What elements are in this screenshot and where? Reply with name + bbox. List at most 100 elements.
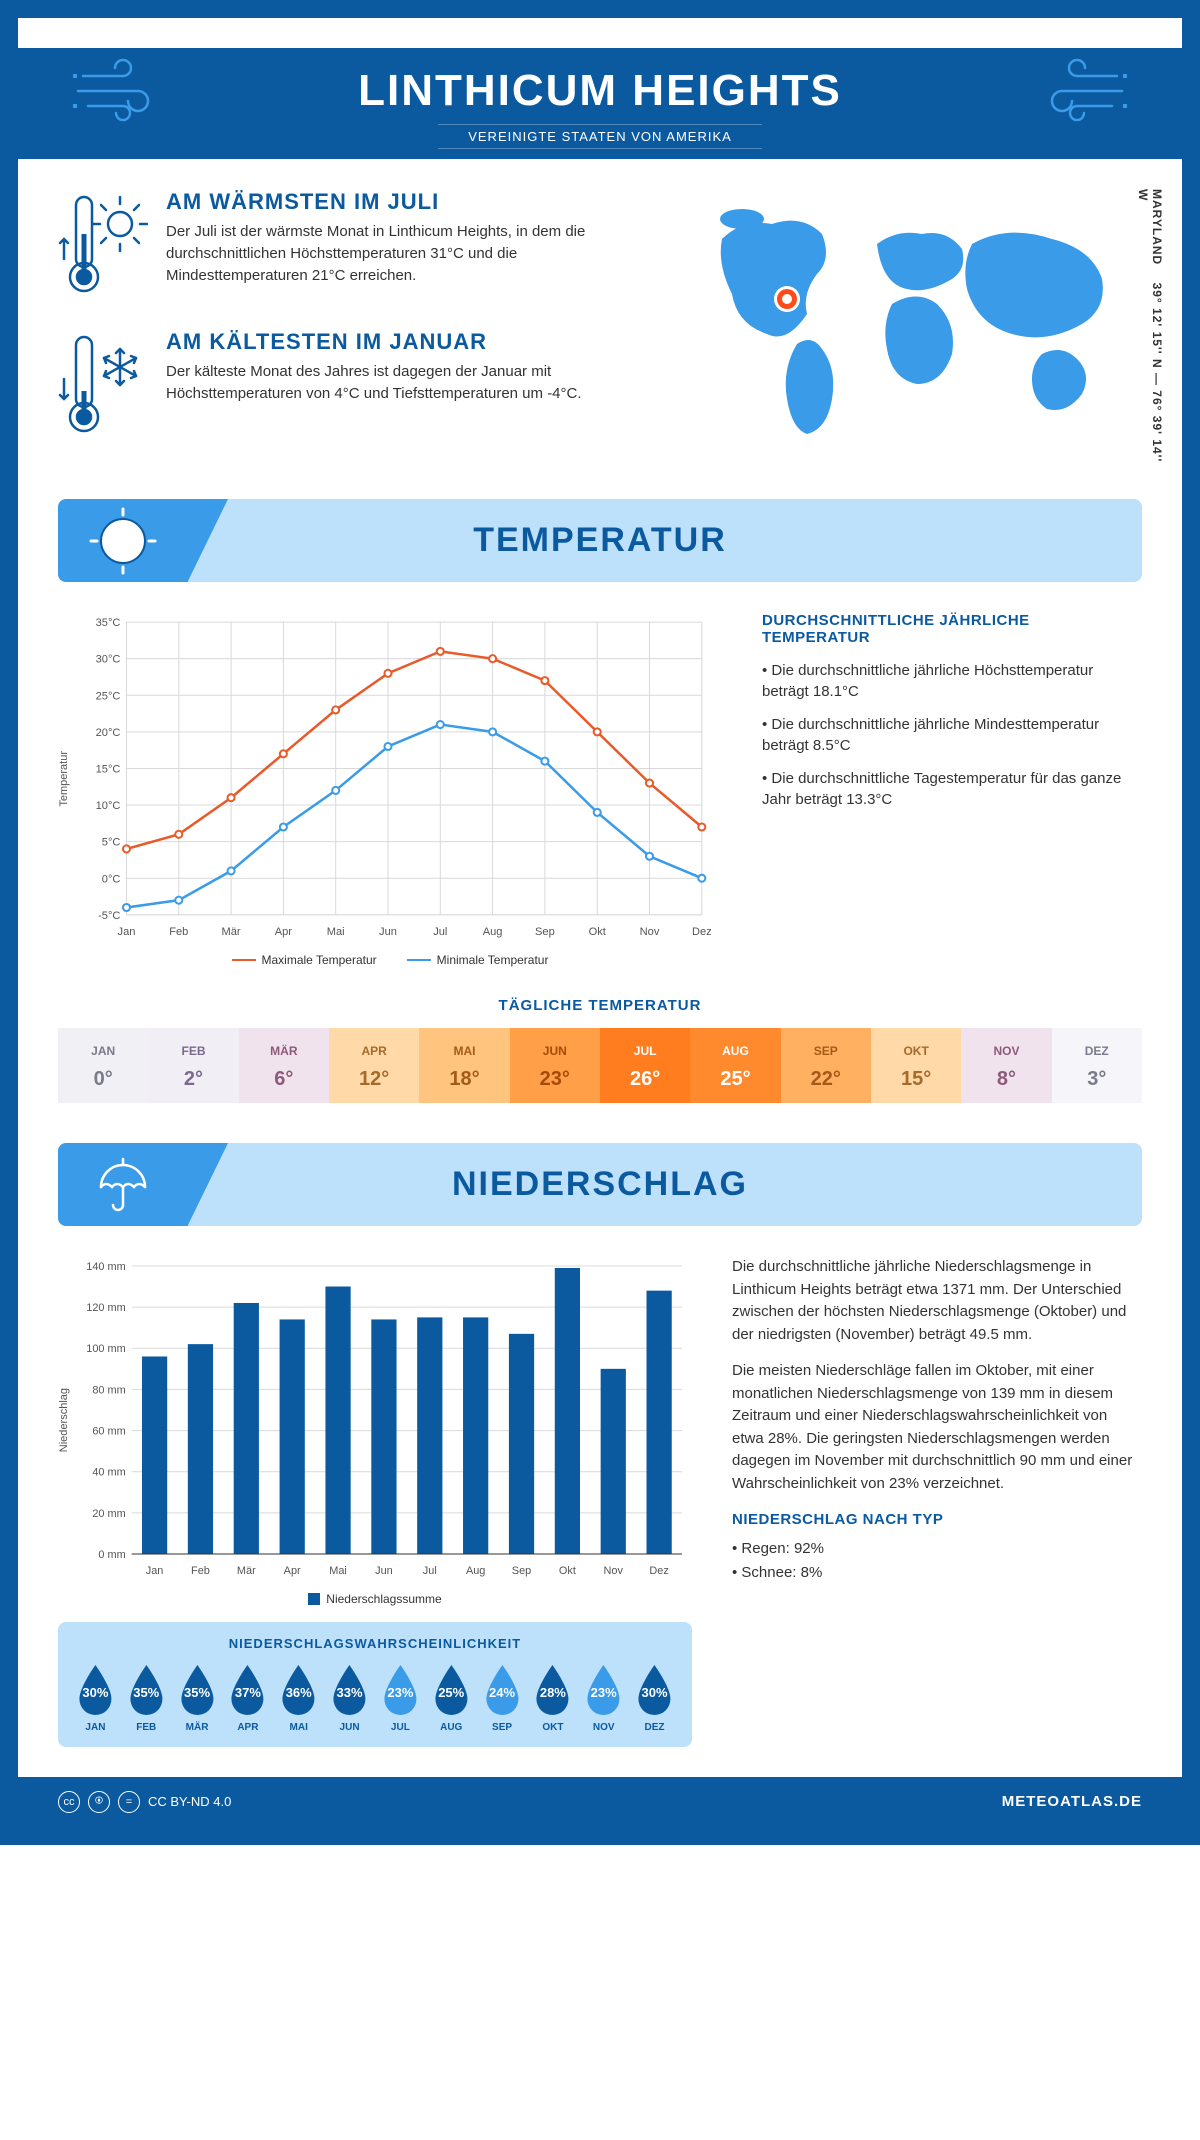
daily-temp-heading: TÄGLICHE TEMPERATUR — [58, 997, 1142, 1014]
svg-text:30°C: 30°C — [96, 654, 121, 666]
svg-text:5°C: 5°C — [102, 837, 121, 849]
svg-text:Okt: Okt — [589, 926, 606, 938]
svg-text:0°C: 0°C — [102, 873, 121, 885]
svg-text:Nov: Nov — [604, 1565, 624, 1577]
daily-temp-cell: OKT15° — [871, 1028, 961, 1103]
precip-prob-drop: 35%FEB — [123, 1663, 170, 1733]
svg-text:Apr: Apr — [284, 1565, 301, 1577]
svg-text:Okt: Okt — [559, 1565, 576, 1577]
fact-coldest: AM KÄLTESTEN IM JANUAR Der kälteste Mona… — [58, 329, 652, 444]
infographic-frame: LINTHICUM HEIGHTS VEREINIGTE STAATEN VON… — [0, 0, 1200, 1845]
world-map: MARYLAND 39° 12' 15'' N — 76° 39' 14'' W — [682, 189, 1142, 469]
temperature-stats: DURCHSCHNITTLICHE JÄHRLICHE TEMPERATUR •… — [762, 612, 1142, 967]
svg-text:80 mm: 80 mm — [92, 1384, 125, 1396]
precip-prob-drop: 24%SEP — [479, 1663, 526, 1733]
svg-text:Feb: Feb — [169, 926, 188, 938]
svg-text:35°C: 35°C — [96, 617, 121, 629]
precip-prob-drop: 30%DEZ — [631, 1663, 678, 1733]
brand-label: METEOATLAS.DE — [1002, 1793, 1142, 1810]
svg-text:20 mm: 20 mm — [92, 1508, 125, 1520]
svg-text:25°C: 25°C — [96, 690, 121, 702]
svg-text:Apr: Apr — [275, 926, 293, 938]
svg-text:40 mm: 40 mm — [92, 1467, 125, 1479]
svg-text:Dez: Dez — [649, 1565, 668, 1577]
temperature-legend: Maximale Temperatur Minimale Temperatur — [58, 953, 722, 967]
svg-text:10°C: 10°C — [96, 800, 121, 812]
svg-text:Sep: Sep — [512, 1565, 531, 1577]
svg-text:Aug: Aug — [466, 1565, 485, 1577]
svg-text:Jan: Jan — [118, 926, 136, 938]
svg-text:Jul: Jul — [433, 926, 447, 938]
by-icon: 🅯 — [88, 1791, 110, 1813]
fact-warm-heading: AM WÄRMSTEN IM JULI — [166, 189, 586, 215]
precip-prob-drop: 35%MÄR — [174, 1663, 221, 1733]
daily-temp-cell: DEZ3° — [1052, 1028, 1142, 1103]
wind-icon-left — [73, 56, 183, 126]
footer: cc 🅯 = CC BY-ND 4.0 METEOATLAS.DE — [18, 1777, 1182, 1827]
precip-prob-drop: 23%NOV — [580, 1663, 627, 1733]
svg-text:Jul: Jul — [423, 1565, 437, 1577]
daily-temp-cell: SEP22° — [781, 1028, 871, 1103]
precip-description: Die durchschnittliche jährliche Niedersc… — [732, 1256, 1142, 1747]
svg-text:Feb: Feb — [191, 1565, 210, 1577]
precip-prob-drop: 28%OKT — [529, 1663, 576, 1733]
precip-prob-drop: 37%APR — [224, 1663, 271, 1733]
svg-text:Mär: Mär — [237, 1565, 256, 1577]
license-text: CC BY-ND 4.0 — [148, 1794, 231, 1809]
page-title: LINTHICUM HEIGHTS — [18, 66, 1182, 116]
svg-text:20°C: 20°C — [96, 727, 121, 739]
svg-text:Mai: Mai — [327, 926, 345, 938]
fact-warm-text: Der Juli ist der wärmste Monat in Linthi… — [166, 221, 586, 286]
daily-temp-cell: JAN0° — [58, 1028, 148, 1103]
svg-text:Sep: Sep — [535, 926, 555, 938]
thermometer-cold-icon — [58, 329, 148, 439]
precip-prob-drop: 25%AUG — [428, 1663, 475, 1733]
cc-icon: cc — [58, 1791, 80, 1813]
svg-text:120 mm: 120 mm — [86, 1302, 125, 1314]
svg-text:Dez: Dez — [692, 926, 712, 938]
umbrella-icon — [91, 1153, 155, 1217]
daily-temp-cell: NOV8° — [961, 1028, 1051, 1103]
precip-prob-drop: 30%JAN — [72, 1663, 119, 1733]
page-subtitle: VEREINIGTE STAATEN VON AMERIKA — [438, 124, 762, 149]
daily-temp-cell: JUL26° — [600, 1028, 690, 1103]
daily-temp-cell: MÄR6° — [239, 1028, 329, 1103]
daily-temp-cell: AUG25° — [690, 1028, 780, 1103]
daily-temp-cell: MAI18° — [419, 1028, 509, 1103]
nd-icon: = — [118, 1791, 140, 1813]
temperature-banner: TEMPERATUR — [58, 499, 1142, 582]
fact-cold-heading: AM KÄLTESTEN IM JANUAR — [166, 329, 586, 355]
daily-temp-cell: JUN23° — [510, 1028, 600, 1103]
thermometer-hot-icon — [58, 189, 148, 299]
svg-text:Nov: Nov — [640, 926, 660, 938]
svg-text:0 mm: 0 mm — [98, 1549, 125, 1561]
precip-legend: Niederschlagssumme — [58, 1592, 692, 1606]
svg-text:15°C: 15°C — [96, 763, 121, 775]
wind-icon-right — [1017, 56, 1127, 126]
temperature-line-chart: Temperatur -5°C0°C5°C10°C15°C20°C25°C30°… — [58, 612, 722, 967]
daily-temp-cell: APR12° — [329, 1028, 419, 1103]
precip-banner: NIEDERSCHLAG — [58, 1143, 1142, 1226]
svg-text:140 mm: 140 mm — [86, 1261, 125, 1273]
map-svg — [682, 189, 1142, 449]
fact-cold-text: Der kälteste Monat des Jahres ist dagege… — [166, 361, 586, 405]
svg-text:100 mm: 100 mm — [86, 1343, 125, 1355]
precip-prob-drop: 33%JUN — [326, 1663, 373, 1733]
daily-temp-strip: JAN0°FEB2°MÄR6°APR12°MAI18°JUN23°JUL26°A… — [58, 1028, 1142, 1103]
daily-temp-cell: FEB2° — [148, 1028, 238, 1103]
region-label: MARYLAND — [1150, 189, 1164, 265]
svg-text:-5°C: -5°C — [98, 910, 120, 922]
svg-text:Jun: Jun — [379, 926, 397, 938]
header-band: LINTHICUM HEIGHTS VEREINIGTE STAATEN VON… — [18, 48, 1182, 159]
precip-prob-drop: 36%MAI — [275, 1663, 322, 1733]
fact-warmest: AM WÄRMSTEN IM JULI Der Juli ist der wär… — [58, 189, 652, 304]
svg-text:Jan: Jan — [146, 1565, 164, 1577]
precip-probability-box: NIEDERSCHLAGSWAHRSCHEINLICHKEIT 30%JAN35… — [58, 1622, 692, 1747]
svg-text:Mär: Mär — [222, 926, 241, 938]
svg-text:Jun: Jun — [375, 1565, 393, 1577]
svg-text:Mai: Mai — [329, 1565, 347, 1577]
precip-bar-chart: Niederschlag 0 mm20 mm40 mm60 mm80 mm100… — [58, 1256, 692, 1584]
sun-icon — [88, 506, 158, 576]
svg-text:60 mm: 60 mm — [92, 1426, 125, 1438]
svg-text:Aug: Aug — [483, 926, 503, 938]
